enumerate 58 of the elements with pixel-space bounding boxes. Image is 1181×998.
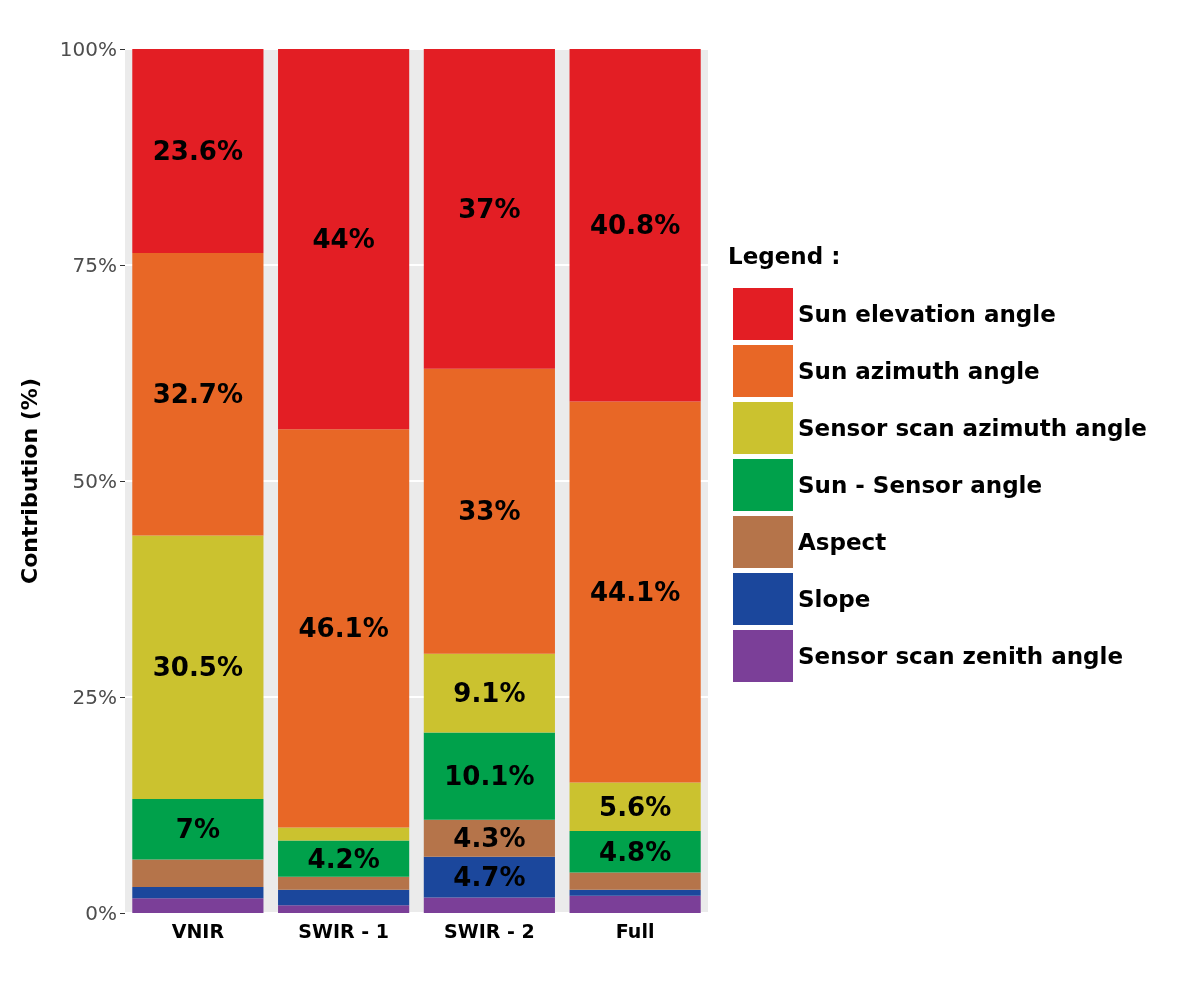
data-label: 32.7% bbox=[152, 379, 243, 410]
legend-label: Sensor scan zenith angle bbox=[798, 643, 1124, 669]
bar bbox=[132, 887, 264, 899]
bar bbox=[278, 876, 410, 890]
y-tick-label: 75% bbox=[72, 253, 117, 277]
bar bbox=[132, 49, 264, 253]
data-label: 7% bbox=[175, 814, 220, 845]
data-label: 4.3% bbox=[453, 823, 526, 854]
legend-label: Sensor scan azimuth angle bbox=[798, 415, 1147, 441]
data-label: 37% bbox=[458, 193, 521, 224]
bar bbox=[423, 368, 555, 654]
bar bbox=[423, 897, 555, 913]
data-label: 44.1% bbox=[590, 577, 681, 608]
bar bbox=[569, 872, 701, 890]
bar bbox=[569, 895, 701, 913]
data-label: 9.1% bbox=[453, 678, 526, 709]
bar bbox=[423, 653, 555, 733]
x-tick-label: SWIR - 2 bbox=[444, 919, 535, 942]
legend-label: Aspect bbox=[798, 529, 887, 555]
legend-label: Sun azimuth angle bbox=[798, 358, 1040, 384]
bar bbox=[278, 889, 410, 906]
bar bbox=[569, 49, 701, 402]
data-label: 4.7% bbox=[453, 862, 526, 893]
bar bbox=[132, 535, 264, 799]
data-label: 4.8% bbox=[599, 836, 672, 867]
data-label: 10.1% bbox=[444, 761, 535, 792]
bar bbox=[569, 401, 701, 783]
bar bbox=[423, 49, 555, 369]
y-tick-label: 25% bbox=[72, 685, 117, 709]
data-label: 44% bbox=[312, 224, 375, 255]
y-tick-label: 0% bbox=[85, 901, 117, 925]
data-label: 5.6% bbox=[599, 791, 672, 822]
bar bbox=[132, 252, 264, 536]
bar bbox=[278, 429, 410, 828]
legend-label: Sun - Sensor angle bbox=[798, 472, 1043, 498]
x-tick-label: Full bbox=[615, 919, 655, 942]
data-label: 4.2% bbox=[307, 843, 380, 874]
bar bbox=[132, 798, 264, 860]
legend-label: Sun elevation angle bbox=[798, 301, 1056, 327]
y-tick-label: 50% bbox=[72, 469, 117, 493]
data-label: 46.1% bbox=[298, 613, 389, 644]
data-label: 40.8% bbox=[590, 210, 681, 241]
bar bbox=[278, 827, 410, 841]
data-label: 30.5% bbox=[152, 652, 243, 683]
y-tick-label: 100% bbox=[59, 37, 117, 61]
y-axis-title: Contribution (%) bbox=[16, 378, 42, 584]
bar bbox=[278, 905, 410, 913]
bar bbox=[132, 859, 264, 888]
legend-label: Slope bbox=[798, 586, 871, 612]
bar bbox=[132, 898, 264, 913]
data-label: 33% bbox=[458, 496, 521, 527]
data-label: 23.6% bbox=[152, 135, 243, 166]
x-tick-label: VNIR bbox=[171, 919, 225, 942]
legend-title: Legend : bbox=[728, 242, 841, 269]
bar bbox=[278, 49, 410, 430]
bar bbox=[423, 732, 555, 820]
x-tick-label: SWIR - 1 bbox=[298, 919, 389, 942]
bar bbox=[569, 889, 701, 896]
